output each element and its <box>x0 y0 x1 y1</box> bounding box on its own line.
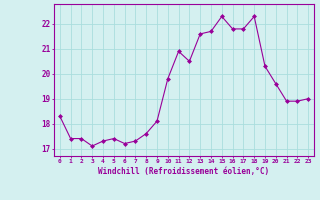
X-axis label: Windchill (Refroidissement éolien,°C): Windchill (Refroidissement éolien,°C) <box>99 167 269 176</box>
